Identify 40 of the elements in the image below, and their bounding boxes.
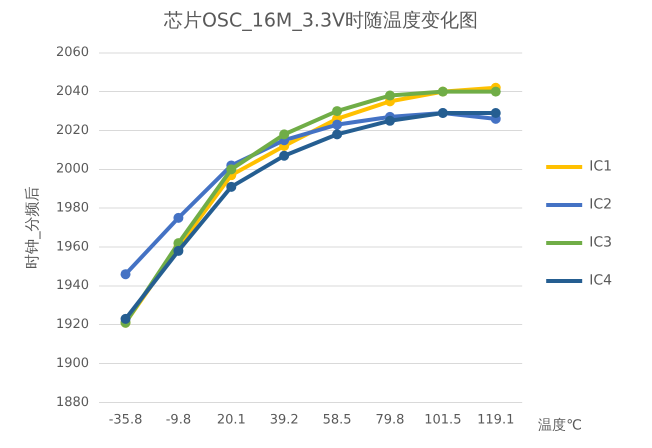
- x-tick-label: 119.1: [477, 412, 514, 428]
- y-tick-label: 1900: [56, 356, 90, 371]
- point: [173, 246, 184, 256]
- y-tick-label: 1880: [56, 394, 90, 410]
- x-tick-label: 101.5: [424, 412, 462, 428]
- point: [279, 150, 290, 161]
- point: [384, 90, 395, 101]
- y-axis-title: 时钟_分频后: [22, 186, 41, 269]
- point: [332, 120, 342, 130]
- x-tick-label: -35.8: [108, 412, 142, 428]
- x-tick-label: 79.8: [375, 412, 404, 428]
- point: [226, 182, 236, 192]
- point: [120, 269, 131, 280]
- y-tick-label: 2000: [56, 162, 90, 177]
- legend-label: IC1: [589, 158, 612, 175]
- x-tick-label: 58.5: [322, 412, 352, 428]
- legend-label: IC4: [589, 272, 612, 289]
- point: [173, 212, 184, 223]
- y-tick-label: 1920: [56, 317, 90, 332]
- point: [332, 106, 342, 116]
- point: [279, 129, 290, 140]
- y-tick-label: 2040: [56, 84, 90, 100]
- x-axis-title: 温度℃: [538, 418, 582, 434]
- point: [384, 116, 395, 126]
- point: [490, 86, 501, 97]
- y-tick-label: 2020: [56, 122, 90, 138]
- x-tick-label: -9.8: [166, 412, 192, 428]
- y-tick-label: 1960: [56, 239, 90, 254]
- x-tick-label: 20.1: [216, 412, 246, 428]
- y-tick-label: 1980: [56, 200, 90, 216]
- legend-label: IC2: [589, 196, 612, 213]
- point: [226, 164, 236, 174]
- y-tick-label: 1940: [56, 278, 90, 294]
- legend-label: IC3: [589, 234, 612, 251]
- chart-title: 芯片OSC_16M_3.3V时随温度变化图: [162, 9, 478, 32]
- point: [120, 314, 131, 324]
- x-tick-label: 39.2: [270, 412, 299, 428]
- point: [332, 129, 342, 140]
- y-tick-label: 2060: [56, 45, 90, 60]
- point: [490, 108, 501, 118]
